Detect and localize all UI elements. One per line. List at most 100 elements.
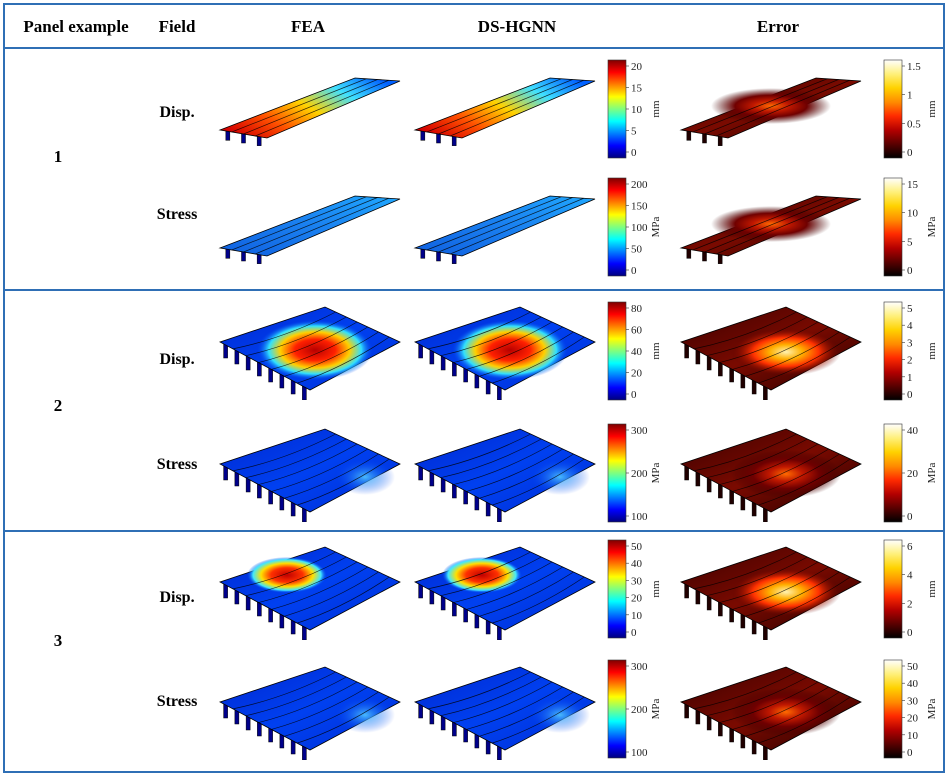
error-panel-image [679, 428, 862, 522]
colorbar-unit-label: MPa [926, 216, 938, 237]
colorbar-tick-label: 10 [631, 610, 643, 622]
colorbar-tick-label: 6 [907, 541, 913, 553]
colorbar-tick-label: 80 [631, 303, 643, 315]
colorbar-error: 6 4 2 0 mm [883, 539, 938, 639]
colorbar-tick-label: 0 [631, 389, 637, 401]
panel-2-label: 2 [53, 396, 63, 415]
colorbar-tick-label: 200 [631, 704, 648, 716]
colorbar-unit-label: mm [650, 342, 662, 360]
colorbar-error: 50 40 30 20 10 0 MPa [883, 659, 938, 759]
colorbar-tick-label: 200 [631, 468, 648, 480]
panel-2-disp-label: Disp. [159, 351, 195, 368]
colorbar-tick-label: 15 [631, 83, 643, 95]
colorbar-tick-label: 5 [631, 126, 637, 138]
colorbar-error: 5 4 3 2 1 0 mm [883, 301, 938, 401]
colorbar-unit-label: mm [650, 100, 662, 118]
colorbar-tick-label: 50 [631, 244, 643, 256]
colorbar-tick-label: 1.5 [907, 61, 921, 73]
dshgnn-panel-image [413, 546, 596, 640]
dshgnn-panel-image [413, 77, 596, 146]
colorbar-unit-label: MPa [650, 216, 662, 237]
header-panel-example: Panel example [23, 17, 129, 36]
panel-1-label: 1 [53, 147, 63, 166]
colorbar-tick-label: 10 [631, 104, 643, 116]
colorbar-main: 300 200 100 MPa [607, 659, 662, 759]
colorbar-tick-label: 5 [907, 236, 913, 248]
colorbar-tick-label: 10 [907, 208, 919, 220]
dshgnn-panel-image [413, 306, 596, 400]
fea-panel-image [218, 428, 401, 522]
fea-panel-image [218, 546, 401, 640]
colorbar-tick-label: 300 [631, 425, 648, 437]
colorbar-tick-label: 2 [907, 355, 913, 367]
colorbar-tick-label: 20 [907, 468, 919, 480]
fea-panel-image [218, 195, 401, 264]
error-panel-image [679, 77, 862, 146]
error-panel-image [679, 546, 862, 640]
colorbar-tick-label: 30 [907, 695, 919, 707]
colorbar-tick-label: 40 [631, 346, 643, 358]
dshgnn-panel-image [413, 428, 596, 522]
header-field: Field [158, 17, 196, 36]
colorbar-tick-label: 60 [631, 325, 643, 337]
colorbar-tick-label: 20 [631, 593, 643, 605]
colorbar-main: 300 200 100 MPa [607, 423, 662, 523]
colorbar-tick-label: 2 [907, 598, 913, 610]
colorbar-tick-label: 0 [907, 511, 913, 523]
colorbar-unit-label: mm [650, 580, 662, 598]
colorbar-main: 50 40 30 20 10 0 mm [607, 539, 662, 639]
fea-panel-image [218, 77, 401, 146]
colorbar-tick-label: 5 [907, 303, 913, 315]
colorbar-tick-label: 15 [907, 179, 919, 191]
colorbar-tick-label: 0.5 [907, 118, 921, 130]
fea-panel-image [218, 666, 401, 760]
panel-1-stress-label: Stress [156, 206, 198, 223]
colorbar-tick-label: 0 [907, 747, 913, 759]
header-frame [3, 3, 945, 49]
colorbar-tick-label: 50 [631, 541, 643, 553]
colorbar-unit-label: MPa [926, 462, 938, 483]
colorbar-unit-label: mm [926, 580, 938, 598]
dshgnn-panel-image [413, 195, 596, 264]
colorbar-tick-label: 300 [631, 661, 648, 673]
colorbar-tick-label: 100 [631, 511, 648, 523]
colorbar-unit-label: MPa [650, 698, 662, 719]
colorbar-tick-label: 10 [907, 730, 919, 742]
colorbar-error: 1.5 1 0.5 0 mm [883, 59, 938, 159]
colorbar-unit-label: MPa [926, 698, 938, 719]
colorbar-main: 20 15 10 5 0 mm [607, 59, 662, 159]
colorbar-tick-label: 150 [631, 201, 648, 213]
colorbar-tick-label: 0 [631, 147, 637, 159]
colorbar-tick-label: 40 [907, 678, 919, 690]
colorbar-tick-label: 100 [631, 747, 648, 759]
colorbar-tick-label: 4 [907, 320, 913, 332]
panel-3-disp-label: Disp. [159, 589, 195, 606]
colorbar-main: 80 60 40 20 0 mm [607, 301, 662, 401]
error-panel-image [679, 306, 862, 400]
panel-2-stress-label: Stress [156, 456, 198, 473]
colorbar-tick-label: 0 [907, 627, 913, 639]
colorbar-error: 15 10 5 0 MPa [883, 177, 938, 277]
colorbar-tick-label: 50 [907, 661, 919, 673]
colorbar-tick-label: 3 [907, 337, 913, 349]
colorbar-tick-label: 20 [907, 713, 919, 725]
dshgnn-panel-image [413, 666, 596, 760]
colorbar-tick-label: 0 [907, 265, 913, 277]
colorbar-tick-label: 1 [907, 90, 913, 102]
colorbar-main: 200 150 100 50 0 MPa [607, 177, 662, 277]
colorbar-tick-label: 20 [631, 368, 643, 380]
header-fea: FEA [291, 17, 325, 36]
colorbar-unit-label: mm [926, 342, 938, 360]
colorbar-tick-label: 0 [907, 147, 913, 159]
colorbar-tick-label: 40 [631, 558, 643, 570]
colorbar-tick-label: 40 [907, 425, 919, 437]
colorbar-unit-label: mm [926, 100, 938, 118]
panel-3-label: 3 [53, 631, 63, 650]
error-panel-image [679, 666, 862, 760]
colorbar-tick-label: 20 [631, 61, 643, 73]
colorbar-tick-label: 0 [631, 265, 637, 277]
panel-3-stress-label: Stress [156, 693, 198, 710]
panel-3-frame [3, 530, 945, 773]
panel-1-disp-label: Disp. [159, 104, 195, 121]
